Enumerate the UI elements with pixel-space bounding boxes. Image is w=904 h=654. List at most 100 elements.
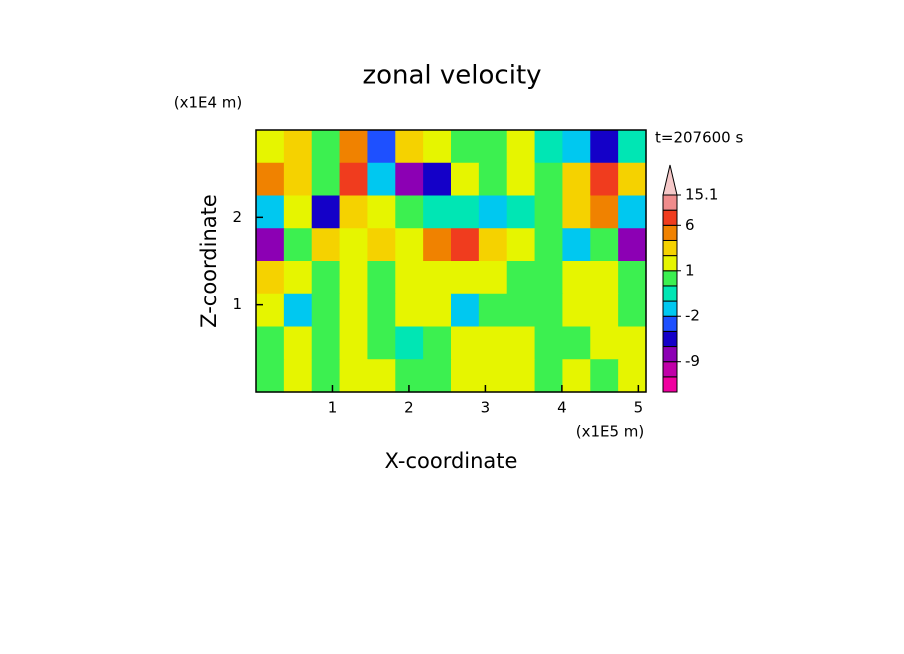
- colorbar-box: [662, 194, 678, 211]
- colorbar-arrow: [662, 164, 678, 196]
- x-axis-label: X-coordinate: [385, 449, 518, 473]
- field-cell: [423, 162, 452, 197]
- field-cell: [339, 228, 369, 262]
- field-cell: [395, 326, 424, 360]
- field-cell: [256, 162, 285, 197]
- field-cell: [339, 359, 369, 393]
- plot-frame: [255, 129, 647, 393]
- field-cell: [339, 261, 369, 295]
- field-cell: [590, 228, 619, 262]
- colorbar-box: [662, 361, 678, 378]
- field-cell: [367, 359, 396, 393]
- field-cell: [478, 228, 508, 262]
- field-cell: [423, 359, 452, 393]
- field-cell: [451, 228, 480, 262]
- field-cell: [618, 228, 647, 262]
- field-cell: [562, 293, 591, 328]
- field-cell: [256, 228, 285, 262]
- colorbar-box: [662, 315, 678, 332]
- field-cell: [506, 130, 536, 164]
- colorbar-box: [662, 209, 678, 226]
- y-axis-label: Z-coordinate: [197, 194, 221, 328]
- field-cell: [256, 261, 285, 295]
- field-cell: [311, 228, 341, 262]
- colorbar-box: [662, 224, 678, 241]
- field-cell: [562, 162, 591, 197]
- field-cell: [395, 228, 424, 262]
- field-cell: [311, 293, 341, 328]
- field-cell: [562, 195, 591, 229]
- field-cell: [478, 359, 508, 393]
- field-cell: [339, 195, 369, 229]
- field-cell: [506, 162, 536, 197]
- field-cell: [423, 195, 452, 229]
- field-cell: [283, 261, 313, 295]
- field-cell: [311, 162, 341, 197]
- time-label: t=207600 s: [655, 129, 743, 147]
- colorbar-box: [662, 270, 678, 287]
- colorbar-box: [662, 346, 678, 363]
- field-cell: [283, 162, 313, 197]
- colorbar-box: [662, 376, 678, 393]
- field-cell: [256, 293, 285, 328]
- field-cell: [506, 359, 536, 393]
- x-tick-label: 2: [404, 399, 414, 417]
- field-cell: [534, 130, 564, 164]
- field-cell: [283, 326, 313, 360]
- field-cell: [367, 326, 396, 360]
- field-cell: [283, 195, 313, 229]
- field-cell: [590, 261, 619, 295]
- field-cell: [451, 326, 480, 360]
- field-cell: [451, 359, 480, 393]
- field-cell: [367, 130, 396, 164]
- field-cell: [618, 195, 647, 229]
- colorbar-label: 15.1: [685, 186, 718, 204]
- field-cell: [506, 261, 536, 295]
- x-unit: (x1E5 m): [576, 423, 645, 441]
- field-cell: [478, 261, 508, 295]
- field-cell: [506, 293, 536, 328]
- field-cell: [395, 162, 424, 197]
- field-cell: [562, 228, 591, 262]
- colorbar-box: [662, 285, 678, 302]
- field-cell: [534, 293, 564, 328]
- field-cell: [478, 130, 508, 164]
- colorbar-box: [662, 330, 678, 348]
- colorbar-label: -9: [685, 352, 700, 370]
- y-tick-label: 1: [232, 295, 242, 313]
- field-cell: [562, 130, 591, 164]
- field-cell: [283, 359, 313, 393]
- chart-title: zonal velocity: [362, 61, 541, 91]
- field-cell: [478, 195, 508, 229]
- colorbar-box: [662, 255, 678, 272]
- field-cell: [534, 162, 564, 197]
- field-cell: [451, 162, 480, 197]
- field-cell: [590, 195, 619, 229]
- field-cell: [534, 326, 564, 360]
- field-cell: [423, 130, 452, 164]
- field-cell: [478, 162, 508, 197]
- field-cell: [478, 326, 508, 360]
- field-cell: [590, 326, 619, 360]
- field-cell: [590, 359, 619, 393]
- field-cell: [256, 195, 285, 229]
- x-tick-label: 4: [557, 399, 567, 417]
- field-cell: [311, 359, 341, 393]
- x-tick-label: 3: [481, 399, 491, 417]
- field-cell: [423, 261, 452, 295]
- field-cell: [283, 130, 313, 164]
- field-cell: [367, 228, 396, 262]
- field-cell: [339, 162, 369, 197]
- field-cell: [618, 130, 647, 164]
- colorbar-box: [662, 300, 678, 317]
- x-tick-label: 5: [634, 399, 644, 417]
- field-cell: [256, 359, 285, 393]
- field-cell: [618, 293, 647, 328]
- y-tick-label: 2: [232, 208, 242, 226]
- field-cell: [283, 293, 313, 328]
- field-cell: [534, 359, 564, 393]
- field-cell: [311, 130, 341, 164]
- field-cell: [451, 130, 480, 164]
- field-cell: [590, 162, 619, 197]
